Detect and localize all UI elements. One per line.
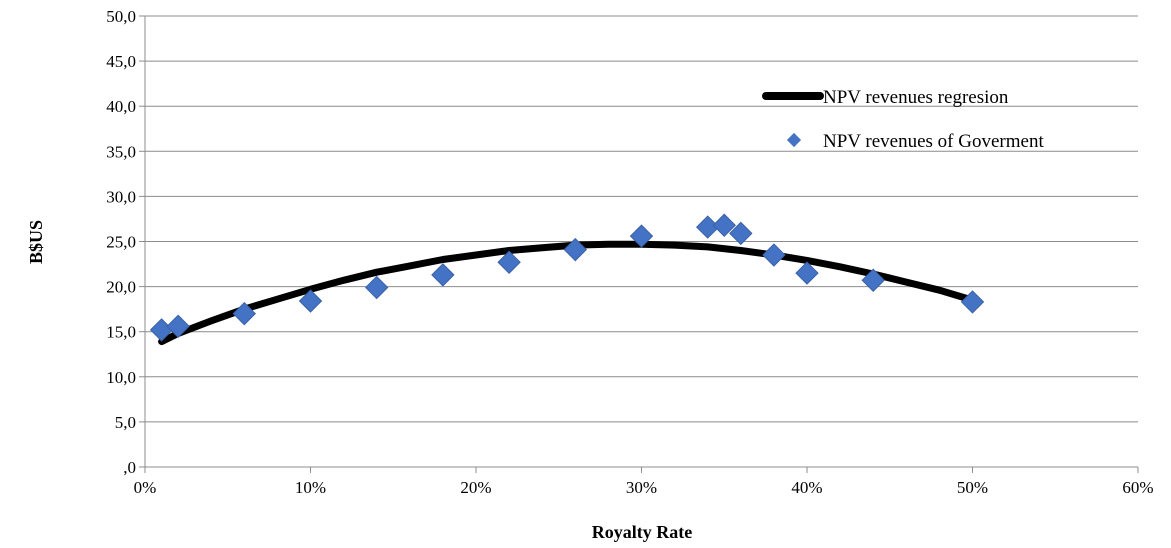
data-point-government xyxy=(712,213,736,237)
y-tick-label: ,0 xyxy=(123,458,136,477)
y-tick-label: 35,0 xyxy=(106,142,136,161)
x-tick-label: 10% xyxy=(295,478,326,497)
legend-marker-swatch xyxy=(786,132,802,148)
data-point-government xyxy=(861,268,885,292)
data-point-government xyxy=(563,237,588,262)
regression-line xyxy=(158,240,976,346)
y-axis-title: B$US xyxy=(26,220,46,264)
data-point-government xyxy=(298,289,323,313)
data-point-government xyxy=(960,290,985,314)
x-tick-label: 50% xyxy=(957,478,988,497)
x-axis-title: Royalty Rate xyxy=(592,522,692,542)
y-tick-label: 25,0 xyxy=(106,233,136,252)
scatter-points-layer xyxy=(149,213,985,342)
data-point-government xyxy=(729,221,753,246)
regression-line-layer xyxy=(158,240,976,346)
data-point-government xyxy=(364,275,389,300)
y-tick-label: 20,0 xyxy=(106,278,136,297)
x-tick-label: 20% xyxy=(460,478,491,497)
y-tick-label: 15,0 xyxy=(106,323,136,342)
data-point-government xyxy=(166,314,190,338)
data-point-government xyxy=(795,261,819,285)
y-tick-label: 45,0 xyxy=(106,52,136,71)
x-tick-label: 0% xyxy=(134,478,157,497)
legend-label-regression: NPV revenues regresion xyxy=(823,87,1009,108)
data-point-government xyxy=(629,224,654,248)
x-tick-label: 40% xyxy=(791,478,822,497)
y-tick-label: 50,0 xyxy=(106,7,136,26)
y-tick-label: 5,0 xyxy=(115,413,136,432)
axes xyxy=(139,15,1139,473)
gridlines xyxy=(145,15,1138,423)
legend-label-government: NPV revenues of Goverment xyxy=(823,131,1044,152)
data-point-government xyxy=(762,243,786,267)
data-point-government xyxy=(431,263,455,287)
y-tick-label: 10,0 xyxy=(106,368,136,387)
x-tick-label: 60% xyxy=(1122,478,1153,497)
data-point-government xyxy=(497,250,521,274)
y-tick-label: 30,0 xyxy=(106,187,136,206)
x-axis-tick-labels: 0% 10% 20% 30% 40% 50% 60% xyxy=(134,478,1154,497)
data-point-government xyxy=(232,301,257,326)
x-tick-label: 30% xyxy=(626,478,657,497)
y-tick-label: 40,0 xyxy=(106,97,136,116)
y-axis-tick-labels: ,0 5,0 10,0 15,0 20,0 25,0 30,0 35,0 40,0 45,0 50,… xyxy=(106,7,136,477)
legend: NPV revenues regresion NPV revenues of G… xyxy=(762,87,1044,152)
